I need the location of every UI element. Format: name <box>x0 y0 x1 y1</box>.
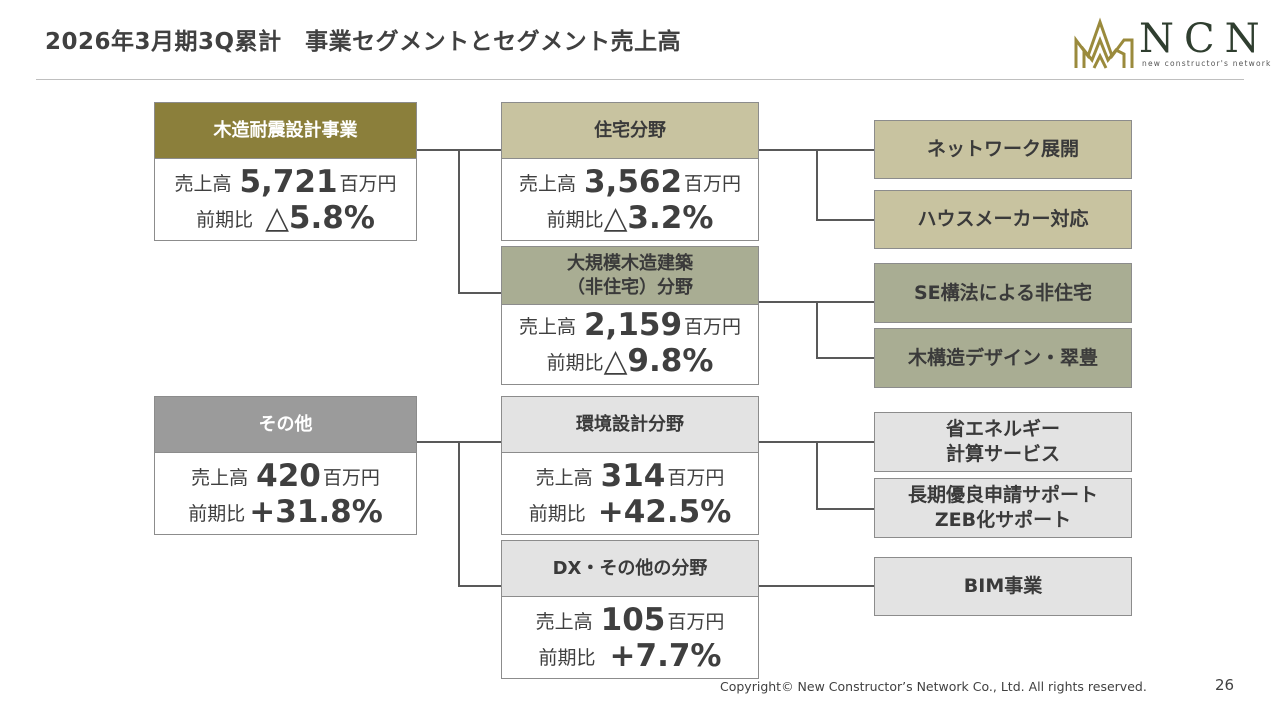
sales-value: 314 <box>600 458 666 494</box>
field-box-housing: 住宅分野 売上高 3,562 百万円 前期比 △3.2% <box>501 102 759 241</box>
connector <box>416 149 459 151</box>
sales-value: 3,562 <box>583 164 683 200</box>
sales-label: 売上高 <box>535 610 593 633</box>
connector <box>458 585 501 587</box>
service-house-maker: ハウスメーカー対応 <box>874 190 1132 249</box>
yoy-label: 前期比 <box>538 646 596 669</box>
service-network: ネットワーク展開 <box>874 120 1132 179</box>
field-figures: 売上高 314 百万円 前期比 +42.5% <box>502 453 758 530</box>
title-divider <box>36 79 1244 80</box>
segment-header: 木造耐震設計事業 <box>155 103 416 159</box>
field-header: 住宅分野 <box>502 103 758 159</box>
logo-tagline: new constructor's network <box>1142 59 1272 68</box>
connector <box>758 301 817 303</box>
field-header-line1: 大規模木造建築 <box>567 252 693 274</box>
field-figures: 売上高 2,159 百万円 前期比 △9.8% <box>502 305 758 379</box>
sales-unit: 百万円 <box>684 172 742 195</box>
connector <box>458 149 501 151</box>
segment-figures: 売上高 420 百万円 前期比 +31.8% <box>155 453 416 530</box>
field-header-line2: （非住宅）分野 <box>567 276 693 298</box>
connector <box>816 441 818 509</box>
sales-label: 売上高 <box>535 466 593 489</box>
connector <box>816 441 874 443</box>
connector <box>758 441 817 443</box>
field-box-dx-other: DX・その他の分野 売上高 105 百万円 前期比 +7.7% <box>501 540 759 679</box>
service-bim: BIM事業 <box>874 557 1132 616</box>
yoy-label: 前期比 <box>546 208 604 231</box>
sales-value: 420 <box>256 458 321 494</box>
yoy-label: 前期比 <box>196 208 254 231</box>
sales-label: 売上高 <box>518 315 576 338</box>
yoy-value: △9.8% <box>603 343 714 379</box>
field-figures: 売上高 3,562 百万円 前期比 △3.2% <box>502 159 758 236</box>
field-box-environment: 環境設計分野 売上高 314 百万円 前期比 +42.5% <box>501 396 759 535</box>
yoy-value: △3.2% <box>603 200 714 236</box>
sales-label: 売上高 <box>191 466 249 489</box>
yoy-label: 前期比 <box>546 351 604 374</box>
connector <box>816 219 874 221</box>
sales-unit: 百万円 <box>667 610 725 633</box>
segment-header: その他 <box>155 397 416 453</box>
service-se-method: SE構法による非住宅 <box>874 263 1132 323</box>
service-energy-calc: 省エネルギー 計算サービス <box>874 412 1132 472</box>
field-header: DX・その他の分野 <box>502 541 758 597</box>
connector <box>816 508 874 510</box>
company-logo: NCN new constructor's network <box>1072 10 1270 74</box>
copyright: Copyright© New Constructor’s Network Co.… <box>720 679 1147 694</box>
sales-value: 2,159 <box>583 307 683 343</box>
yoy-label: 前期比 <box>528 502 586 525</box>
logo-mark-icon <box>1074 17 1134 69</box>
service-long-term-zeb: 長期優良申請サポート ZEB化サポート <box>874 478 1132 538</box>
connector <box>816 301 874 303</box>
logo-wordmark: NCN <box>1139 16 1270 62</box>
connector <box>816 301 818 358</box>
service-line1: 長期優良申請サポート <box>907 484 1098 506</box>
sales-value: 105 <box>600 602 666 638</box>
sales-unit: 百万円 <box>667 466 725 489</box>
connector <box>758 585 874 587</box>
sales-unit: 百万円 <box>684 315 742 338</box>
service-line2: ZEB化サポート <box>934 509 1072 531</box>
field-box-nonresidential: 大規模木造建築 （非住宅）分野 売上高 2,159 百万円 前期比 △9.8% <box>501 246 759 385</box>
connector <box>458 441 501 443</box>
page-title: 2026年3月期3Q累計 事業セグメントとセグメント売上高 <box>45 29 682 55</box>
field-header: 大規模木造建築 （非住宅）分野 <box>502 247 758 305</box>
connector <box>816 149 818 220</box>
sales-unit: 百万円 <box>322 466 380 489</box>
yoy-value: △5.8% <box>265 200 375 236</box>
service-wood-design: 木構造デザイン・翠豊 <box>874 328 1132 388</box>
connector <box>416 441 459 443</box>
segment-figures: 売上高 5,721 百万円 前期比 △5.8% <box>155 159 416 236</box>
connector <box>816 149 874 151</box>
sales-label: 売上高 <box>174 172 232 195</box>
connector <box>816 357 874 359</box>
segment-box-other: その他 売上高 420 百万円 前期比 +31.8% <box>154 396 417 535</box>
yoy-value: +7.7% <box>609 638 722 674</box>
service-line1: 省エネルギー <box>945 418 1060 440</box>
sales-unit: 百万円 <box>339 172 397 195</box>
connector <box>458 292 501 294</box>
yoy-label: 前期比 <box>188 502 246 525</box>
connector <box>458 441 460 586</box>
sales-value: 5,721 <box>239 164 338 200</box>
page-number: 26 <box>1215 676 1235 694</box>
service-line2: 計算サービス <box>945 443 1060 465</box>
field-header: 環境設計分野 <box>502 397 758 453</box>
connector <box>458 149 460 293</box>
field-figures: 売上高 105 百万円 前期比 +7.7% <box>502 597 758 674</box>
segment-box-wood-seismic: 木造耐震設計事業 売上高 5,721 百万円 前期比 △5.8% <box>154 102 417 241</box>
sales-label: 売上高 <box>518 172 576 195</box>
yoy-value: +31.8% <box>249 494 383 530</box>
connector <box>758 149 817 151</box>
yoy-value: +42.5% <box>597 494 732 530</box>
